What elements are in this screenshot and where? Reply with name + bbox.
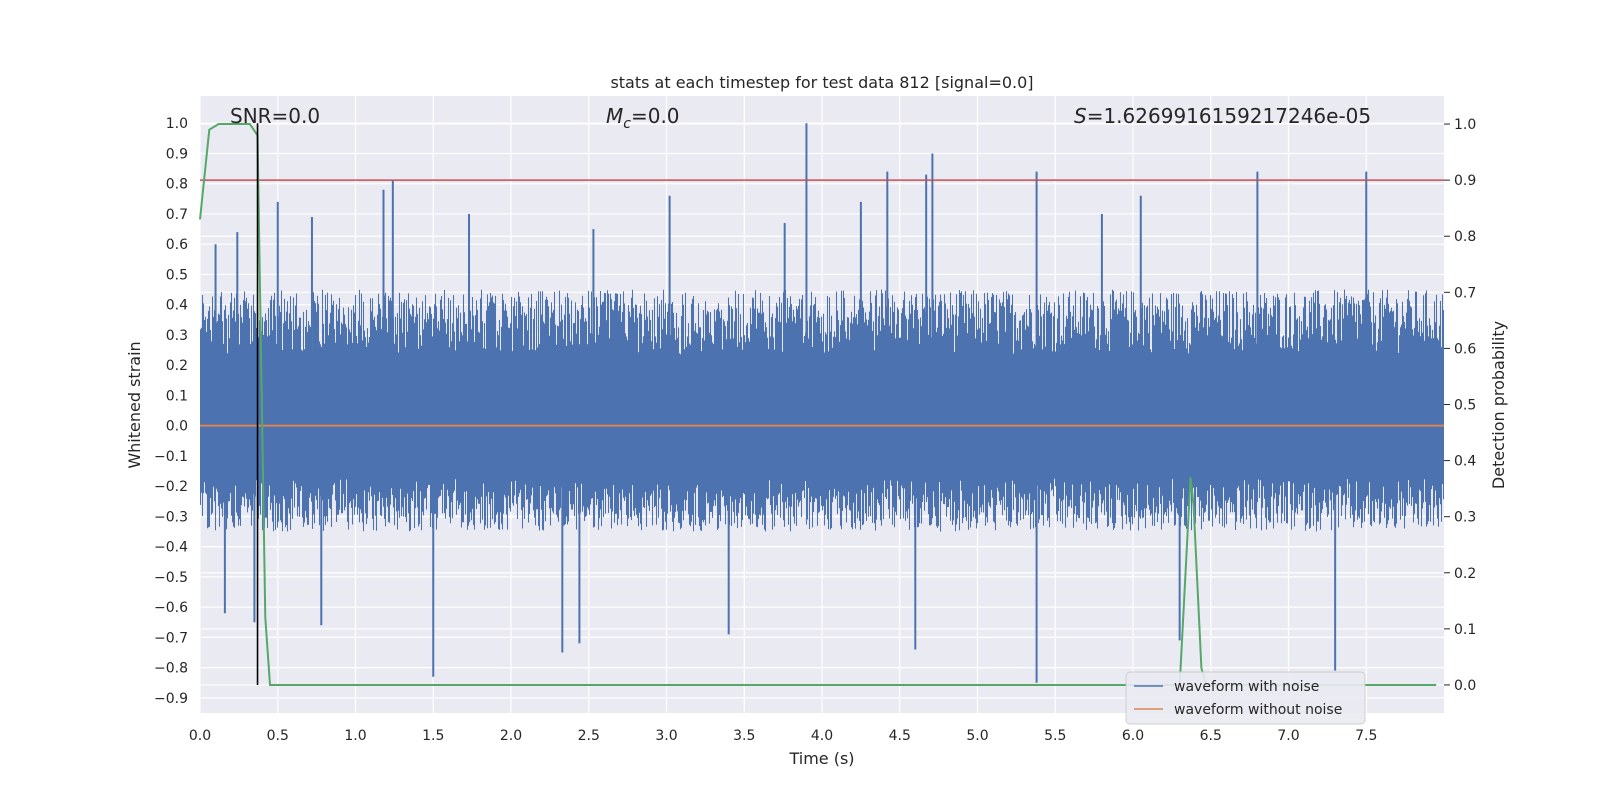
x-tick-label: 6.0 <box>1122 728 1144 744</box>
y-tick-label: 0.5 <box>166 267 188 283</box>
y-tick-label: −0.2 <box>154 479 188 495</box>
y2-tick-label: 0.0 <box>1454 678 1476 694</box>
y-tick-label: 0.2 <box>166 358 188 374</box>
y2-tick-label: 0.8 <box>1454 229 1476 245</box>
x-tick-label: 3.0 <box>655 728 677 744</box>
y-tick-label: 0.9 <box>166 146 188 162</box>
x-axis-label: Time (s) <box>788 749 854 768</box>
y-tick-label: −0.3 <box>154 509 188 525</box>
x-tick-label: 6.5 <box>1200 728 1222 744</box>
x-tick-label: 5.5 <box>1044 728 1066 744</box>
y2-tick-label: 0.3 <box>1454 510 1476 526</box>
y-tick-label: −0.7 <box>154 630 188 646</box>
y2-axis-ticks: 1.0 0.9 0.8 0.7 0.6 0.5 0.4 0.3 0.2 0.1 0.0 <box>1444 117 1476 694</box>
legend-label-clean: waveform without noise <box>1174 702 1342 718</box>
y2-tick-label: 0.5 <box>1454 398 1476 414</box>
y-tick-label: −0.6 <box>154 600 188 616</box>
x-tick-label: 7.0 <box>1277 728 1299 744</box>
series-detection-probability <box>199 123 1437 686</box>
legend-box <box>1125 671 1366 725</box>
legend-label-noise: waveform with noise <box>1174 679 1319 695</box>
y-tick-label: 0.3 <box>166 328 188 344</box>
y-axis-ticks: 1.0 0.9 0.8 0.7 0.6 0.5 0.4 0.3 0.2 0.1 0.0 −0.1 −0.… <box>154 116 188 707</box>
y-tick-label: 0.1 <box>166 388 188 404</box>
x-tick-label: 5.0 <box>966 728 988 744</box>
chart-title: stats at each timestep for test data 812… <box>610 73 1033 92</box>
noise-core <box>200 389 1444 450</box>
chirp-mass-annotation: Mc=0.0 <box>606 104 680 132</box>
y-tick-label: 0.6 <box>166 237 188 253</box>
x-tick-label: 1.5 <box>422 728 444 744</box>
snr-annotation: SNR=0.0 <box>230 104 320 128</box>
y-tick-label: 0.7 <box>166 207 188 223</box>
y-tick-label: −0.9 <box>154 691 188 707</box>
x-tick-label: 3.5 <box>733 728 755 744</box>
x-tick-label: 0.0 <box>189 728 211 744</box>
x-tick-label: 4.5 <box>889 728 911 744</box>
y-tick-label: −0.1 <box>154 449 188 465</box>
x-axis-ticks: 0.0 0.5 1.0 1.5 2.0 2.5 3.0 3.5 4.0 4.5 5.0 5.5 6.0 6… <box>189 728 1378 744</box>
x-tick-label: 2.5 <box>578 728 600 744</box>
y2-tick-label: 0.2 <box>1454 566 1476 582</box>
y-tick-label: 0.8 <box>166 177 188 193</box>
y-axis-label: Whitened strain <box>125 341 144 468</box>
s-annotation: S=1.6269916159217246e-05 <box>1074 104 1371 128</box>
y2-tick-label: 1.0 <box>1454 117 1476 133</box>
series-waveform-with-noise <box>200 123 1444 683</box>
y-tick-label: 1.0 <box>166 116 188 132</box>
x-tick-label: 4.0 <box>811 728 833 744</box>
y2-tick-label: 0.9 <box>1454 173 1476 189</box>
y-tick-label: 0.4 <box>166 298 188 314</box>
y2-tick-label: 0.6 <box>1454 341 1476 357</box>
y-tick-label: −0.8 <box>154 661 188 677</box>
y2-tick-label: 0.4 <box>1454 454 1476 470</box>
x-tick-label: 7.5 <box>1355 728 1377 744</box>
y2-tick-label: 0.7 <box>1454 285 1476 301</box>
legend: waveform with noise waveform without noi… <box>1125 671 1366 725</box>
x-tick-label: 2.0 <box>500 728 522 744</box>
y-tick-label: −0.5 <box>154 570 188 586</box>
y-tick-label: 0.0 <box>166 419 188 435</box>
x-tick-label: 1.0 <box>344 728 366 744</box>
x-tick-label: 0.5 <box>267 728 289 744</box>
y2-axis-label: Detection probability <box>1489 321 1508 489</box>
y2-tick-label: 0.1 <box>1454 622 1476 638</box>
y-tick-label: −0.4 <box>154 540 188 556</box>
